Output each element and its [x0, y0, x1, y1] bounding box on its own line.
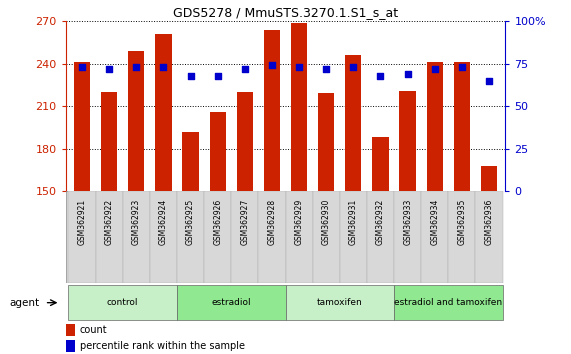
Bar [155, 34, 171, 191]
Bar [128, 51, 144, 191]
Text: GSM362922: GSM362922 [104, 199, 114, 245]
Text: GSM362931: GSM362931 [349, 199, 358, 245]
Bar [182, 132, 199, 191]
Point [403, 71, 412, 77]
Point [78, 64, 87, 70]
Point [240, 66, 250, 72]
Bar [286, 285, 394, 320]
Point [295, 64, 304, 70]
Point [321, 66, 331, 72]
Bar [123, 191, 150, 283]
Bar [258, 191, 286, 283]
Point [484, 78, 493, 84]
Bar [95, 191, 123, 283]
Bar [481, 166, 497, 191]
Bar [367, 191, 394, 283]
Text: control: control [107, 298, 138, 307]
Text: GSM362930: GSM362930 [321, 199, 331, 245]
Bar [66, 324, 75, 336]
Bar [318, 93, 335, 191]
Bar [177, 191, 204, 283]
Bar [69, 191, 95, 283]
Text: percentile rank within the sample: percentile rank within the sample [80, 341, 245, 352]
Bar [101, 92, 117, 191]
Text: estradiol and tamoxifen: estradiol and tamoxifen [395, 298, 502, 307]
Bar [286, 191, 313, 283]
Text: GSM362926: GSM362926 [213, 199, 222, 245]
Point [186, 73, 195, 79]
Bar [448, 191, 476, 283]
Text: agent: agent [10, 298, 40, 308]
Text: GSM362925: GSM362925 [186, 199, 195, 245]
Text: GSM362932: GSM362932 [376, 199, 385, 245]
Text: GSM362924: GSM362924 [159, 199, 168, 245]
Text: GSM362927: GSM362927 [240, 199, 250, 245]
Point [430, 66, 439, 72]
Text: GSM362928: GSM362928 [267, 199, 276, 245]
Text: GSM362923: GSM362923 [132, 199, 140, 245]
Text: GSM362934: GSM362934 [431, 199, 439, 245]
Bar [394, 191, 421, 283]
Text: count: count [80, 325, 107, 336]
Text: GSM362933: GSM362933 [403, 199, 412, 245]
Text: GSM362921: GSM362921 [78, 199, 86, 245]
Point [376, 73, 385, 79]
Point [457, 64, 467, 70]
Bar [345, 55, 361, 191]
Bar [421, 191, 448, 283]
Bar [177, 285, 286, 320]
Bar [394, 285, 502, 320]
Bar [291, 23, 307, 191]
Bar [340, 191, 367, 283]
Text: GSM362929: GSM362929 [295, 199, 304, 245]
Bar [372, 137, 389, 191]
Bar [204, 191, 231, 283]
Bar [74, 62, 90, 191]
Point [104, 66, 114, 72]
Bar [236, 92, 253, 191]
Text: GSM362935: GSM362935 [457, 199, 467, 245]
Bar [210, 112, 226, 191]
Bar [427, 62, 443, 191]
Bar [69, 285, 177, 320]
Text: estradiol: estradiol [211, 298, 251, 307]
Point [213, 73, 222, 79]
Bar [476, 191, 502, 283]
Text: GSM362936: GSM362936 [485, 199, 493, 245]
Point [267, 63, 276, 68]
Text: tamoxifen: tamoxifen [317, 298, 363, 307]
Point [159, 64, 168, 70]
Title: GDS5278 / MmuSTS.3270.1.S1_s_at: GDS5278 / MmuSTS.3270.1.S1_s_at [173, 6, 398, 19]
Point [132, 64, 141, 70]
Bar [66, 340, 75, 353]
Point [349, 64, 358, 70]
Bar [264, 30, 280, 191]
Bar [231, 191, 258, 283]
Bar [400, 91, 416, 191]
Bar [313, 191, 340, 283]
Bar [454, 62, 470, 191]
Bar [150, 191, 177, 283]
